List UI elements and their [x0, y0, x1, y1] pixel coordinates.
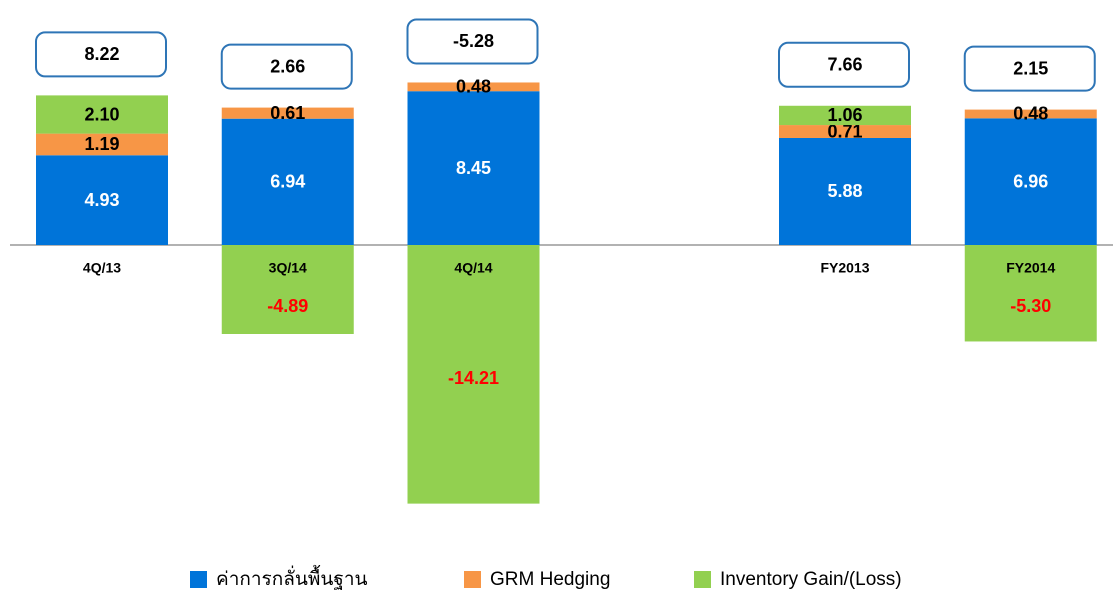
bar-segment: [36, 95, 168, 134]
data-label: 0.71: [827, 121, 862, 141]
data-label: 6.94: [270, 172, 305, 192]
bar-segment: [779, 125, 911, 138]
legend-swatch: [190, 571, 207, 588]
bar-segment: [407, 82, 540, 92]
data-label: 4.93: [84, 190, 119, 210]
bar-segment: [407, 91, 540, 246]
bar-segment: [221, 107, 354, 119]
data-label: -14.21: [448, 368, 499, 388]
legend-swatch: [464, 571, 481, 588]
bar-segment: [964, 109, 1097, 119]
x-tick-label: 4Q/13: [83, 260, 121, 276]
x-tick-label: 4Q/14: [454, 260, 492, 276]
data-label: 6.96: [1013, 171, 1048, 191]
legend-label: ค่าการกลั่นพื้นฐาน: [216, 565, 368, 590]
bar-segment: [964, 245, 1097, 342]
total-label: 8.22: [84, 44, 119, 64]
data-label: 1.19: [84, 134, 119, 154]
legend-swatch: [694, 571, 711, 588]
bar-segment: [221, 118, 354, 245]
x-tick-label: FY2013: [820, 260, 869, 276]
total-label: 2.15: [1013, 58, 1048, 78]
bar-segment: [36, 133, 168, 156]
data-label: 0.48: [1013, 104, 1048, 124]
bar-segment: [407, 245, 540, 504]
legend-label: GRM Hedging: [490, 569, 610, 590]
data-label: 0.61: [270, 103, 305, 123]
data-label: -5.30: [1010, 296, 1051, 316]
x-tick-label: FY2014: [1006, 260, 1055, 276]
data-label: -4.89: [267, 296, 308, 316]
bar-segment: [221, 245, 354, 334]
data-label: 1.06: [827, 105, 862, 125]
total-box: [406, 18, 539, 65]
data-label: 8.45: [456, 158, 491, 178]
total-label: 2.66: [270, 56, 305, 76]
bar-segment: [779, 105, 911, 126]
data-label: 2.10: [84, 104, 119, 124]
total-box: [220, 43, 353, 90]
total-label: 7.66: [827, 55, 862, 75]
legend-label: Inventory Gain/(Loss): [720, 569, 902, 590]
bar-segment: [36, 155, 168, 245]
data-label: 5.88: [827, 181, 862, 201]
total-label: -5.28: [453, 31, 494, 51]
bar-segment: [779, 137, 911, 245]
total-box: [963, 45, 1096, 92]
total-box: [35, 31, 167, 78]
total-box: [778, 41, 910, 88]
bar-segment: [964, 118, 1097, 245]
x-tick-label: 3Q/14: [269, 260, 307, 276]
data-label: 0.48: [456, 77, 491, 97]
